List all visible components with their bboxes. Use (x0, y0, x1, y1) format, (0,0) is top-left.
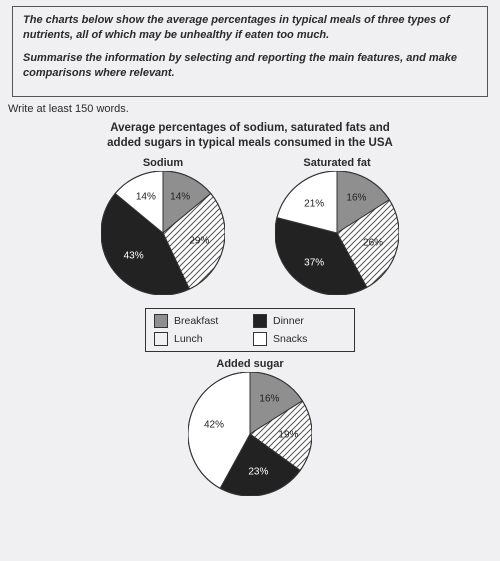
legend: Breakfast Dinner Lunch Snacks (145, 308, 355, 352)
pie-caption-sodium: Sodium (101, 157, 225, 169)
pie-label-breakfast: 16% (259, 393, 279, 404)
pie-label-breakfast: 16% (346, 192, 366, 203)
pie-caption-sugar: Added sugar (188, 358, 312, 370)
pie-chart-satfat: 16% 26% 37% 21% (275, 171, 399, 295)
legend-label-breakfast: Breakfast (174, 315, 247, 327)
task-prompt-box: The charts below show the average percen… (12, 6, 488, 97)
pie-chart-sugar: 16% 19% 23% 42% (188, 372, 312, 496)
pie-block-sugar: Added sugar 16% 19% 23% 42% (188, 358, 312, 501)
pie-label-dinner: 23% (248, 466, 268, 477)
chart-title-line-2: added sugars in typical meals consumed i… (107, 137, 393, 149)
legend-label-snacks: Snacks (273, 333, 346, 345)
pie-block-sodium: Sodium 14% 29% 43% 14% (101, 157, 225, 300)
legend-label-dinner: Dinner (273, 315, 346, 327)
pie-label-lunch: 26% (363, 237, 383, 248)
legend-swatch-lunch (154, 332, 168, 346)
pie-label-lunch: 29% (189, 236, 209, 247)
legend-swatch-breakfast (154, 314, 168, 328)
chart-main-title: Average percentages of sodium, saturated… (90, 121, 410, 151)
pie-label-snacks: 42% (204, 419, 224, 430)
pie-label-dinner: 37% (304, 257, 324, 268)
pie-chart-sodium: 14% 29% 43% 14% (101, 171, 225, 295)
legend-swatch-snacks (253, 332, 267, 346)
pie-label-breakfast: 14% (170, 191, 190, 202)
pie-label-dinner: 43% (124, 251, 144, 262)
chart-title-line-1: Average percentages of sodium, saturated… (110, 122, 390, 134)
pie-row-top: Sodium 14% 29% 43% 14% Saturated fat 16% 26%… (0, 157, 500, 300)
pie-block-satfat: Saturated fat 16% 26% 37% 21% (275, 157, 399, 300)
pie-label-lunch: 19% (278, 430, 298, 441)
word-count-instruction: Write at least 150 words. (8, 103, 500, 115)
pie-row-bottom: Added sugar 16% 19% 23% 42% (0, 358, 500, 501)
prompt-paragraph-2: Summarise the information by selecting a… (23, 51, 477, 81)
legend-swatch-dinner (253, 314, 267, 328)
legend-label-lunch: Lunch (174, 333, 247, 345)
pie-caption-satfat: Saturated fat (275, 157, 399, 169)
pie-label-snacks: 21% (304, 198, 324, 209)
pie-label-snacks: 14% (136, 191, 156, 202)
prompt-paragraph-1: The charts below show the average percen… (23, 13, 477, 43)
